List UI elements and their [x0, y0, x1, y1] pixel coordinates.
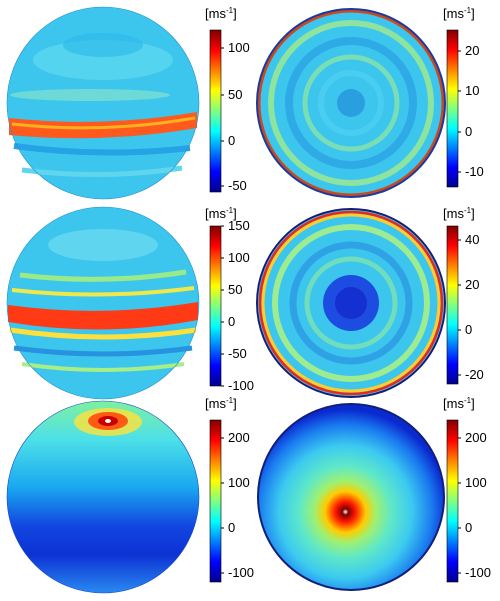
tick-row2-right-1: 20	[458, 277, 479, 292]
tick-row2-left-1: 100	[221, 250, 250, 265]
tick-row2-left-3: 0	[221, 314, 235, 329]
tick-row1-left-1: 50	[221, 87, 242, 102]
colorbar-row3-right: [ms-1] 200 100 0 -100	[443, 396, 491, 583]
svg-text:0: 0	[228, 314, 235, 329]
svg-text:-10: -10	[465, 164, 484, 179]
tick-row3-left-0: 200	[221, 430, 250, 445]
unit-label-row2-right: [ms-1]	[443, 206, 475, 221]
tick-row2-left-2: 50	[221, 282, 242, 297]
tick-row2-left-0: 150	[221, 218, 250, 233]
unit-label-row3-right: [ms-1]	[443, 396, 475, 411]
tick-row1-left-3: -50	[221, 178, 247, 193]
tick-row1-left-0: 100	[221, 40, 250, 55]
svg-text:10: 10	[465, 83, 479, 98]
tick-row2-left-4: -50	[221, 346, 247, 361]
svg-text:-50: -50	[228, 346, 247, 361]
tick-row2-right-2: 0	[458, 322, 472, 337]
svg-text:0: 0	[465, 124, 472, 139]
disk-row1-right	[256, 8, 446, 198]
tick-row1-right-2: 0	[458, 124, 472, 139]
disk-row3-right	[257, 403, 445, 591]
svg-text:-100: -100	[228, 378, 254, 393]
unit-label-row1-left: [ms-1]	[205, 6, 237, 21]
svg-text:50: 50	[228, 282, 242, 297]
tick-row3-left-3: -100	[221, 565, 254, 580]
svg-text:150: 150	[228, 218, 250, 233]
tick-row3-right-2: 0	[458, 520, 472, 535]
tick-row3-left-2: 0	[221, 520, 235, 535]
tick-row2-right-3: -20	[458, 367, 484, 382]
tick-row3-right-0: 200	[458, 430, 487, 445]
colorbar-row3-left: [ms-1] 200 100 0 -100	[205, 396, 254, 583]
tick-row1-left-2: 0	[221, 133, 235, 148]
svg-text:-50: -50	[228, 178, 247, 193]
svg-text:50: 50	[228, 87, 242, 102]
tick-row3-right-1: 100	[458, 475, 487, 490]
panel-row2-left: [ms-1] 150 100 50 0 -50 -100	[6, 206, 254, 400]
tick-row3-left-1: 100	[221, 475, 250, 490]
unit-label-row1-right: [ms-1]	[443, 6, 475, 21]
tick-row2-right-0: 40	[458, 232, 479, 247]
unit-label-row3-left: [ms-1]	[205, 396, 237, 411]
svg-text:40: 40	[465, 232, 479, 247]
svg-text:200: 200	[228, 430, 250, 445]
svg-text:100: 100	[465, 475, 487, 490]
svg-text:20: 20	[465, 43, 479, 58]
colorbar-row2-left: [ms-1] 150 100 50 0 -50 -100	[205, 206, 254, 393]
tick-row1-right-0: 20	[458, 43, 479, 58]
panel-row1-left: [ms-1] 100 50 0 -50	[6, 6, 250, 200]
panel-row3-right: [ms-1] 200 100 0 -100	[257, 396, 491, 591]
svg-text:-100: -100	[465, 565, 491, 580]
tick-row3-right-3: -100	[458, 565, 491, 580]
panel-row3-left: [ms-1] 200 100 0 -100	[6, 396, 254, 594]
colorbar-row2-right: [ms-1] 40 20 0 -20	[443, 206, 484, 385]
svg-text:100: 100	[228, 250, 250, 265]
svg-text:100: 100	[228, 475, 250, 490]
svg-text:-100: -100	[228, 565, 254, 580]
svg-text:-20: -20	[465, 367, 484, 382]
tick-row1-right-1: 10	[458, 83, 479, 98]
sphere-row3-left	[6, 400, 200, 594]
tick-row1-right-3: -10	[458, 164, 484, 179]
sphere-row1-left	[6, 6, 200, 200]
disk-row2-right	[256, 208, 446, 398]
svg-text:0: 0	[465, 520, 472, 535]
svg-text:20: 20	[465, 277, 479, 292]
colorbar-row1-left: [ms-1] 100 50 0 -50	[205, 6, 250, 193]
sphere-row2-left	[6, 206, 200, 400]
svg-text:0: 0	[228, 133, 235, 148]
svg-text:100: 100	[228, 40, 250, 55]
panel-row2-right: [ms-1] 40 20 0 -20	[256, 206, 484, 398]
svg-text:0: 0	[228, 520, 235, 535]
unit-label-row2-left: [ms-1]	[205, 206, 237, 221]
panel-row1-right: [ms-1] 20 10 0 -10	[256, 6, 484, 198]
tick-row2-left-5: -100	[221, 378, 254, 393]
svg-text:0: 0	[465, 322, 472, 337]
svg-text:200: 200	[465, 430, 487, 445]
colorbar-row1-right: [ms-1] 20 10 0 -10	[443, 6, 484, 188]
